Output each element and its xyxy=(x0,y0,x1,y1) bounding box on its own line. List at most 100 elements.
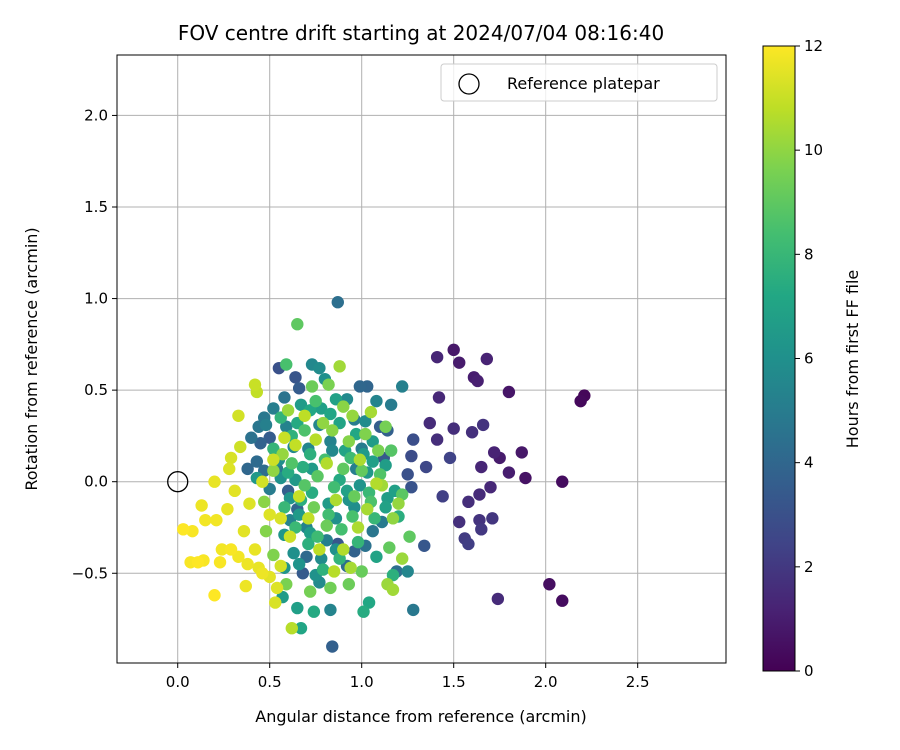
reference-marker-layer xyxy=(167,471,189,493)
data-point xyxy=(337,543,350,556)
data-point xyxy=(392,497,405,510)
data-point xyxy=(316,416,330,430)
data-point xyxy=(471,374,484,388)
legend-box xyxy=(440,63,718,102)
data-point xyxy=(423,416,436,430)
data-point xyxy=(543,578,556,591)
data-point xyxy=(362,596,376,609)
data-point xyxy=(309,394,322,408)
data-point xyxy=(502,385,516,399)
data-point xyxy=(384,398,398,411)
data-point xyxy=(298,479,311,492)
data-point xyxy=(370,550,383,563)
data-point xyxy=(475,460,488,474)
data-point xyxy=(383,541,396,554)
data-point xyxy=(256,475,269,488)
data-point xyxy=(368,512,381,525)
data-point xyxy=(305,380,319,393)
data-point xyxy=(289,438,302,452)
data-point xyxy=(353,380,367,393)
data-point xyxy=(292,557,306,571)
data-point xyxy=(342,578,356,591)
data-point xyxy=(484,480,497,494)
colorbar-label: Hours from first FF file xyxy=(843,270,862,449)
data-point xyxy=(353,453,367,466)
data-point xyxy=(465,426,479,439)
data-point xyxy=(186,524,199,538)
data-point xyxy=(311,470,324,483)
y-axis-label: Rotation from reference (arcmin) xyxy=(22,227,41,490)
data-point xyxy=(403,530,416,543)
data-point xyxy=(405,480,418,494)
data-point xyxy=(462,537,475,551)
data-point xyxy=(473,488,486,501)
data-point xyxy=(224,451,238,465)
colorbar-tick-label: 6 xyxy=(804,350,814,368)
data-point xyxy=(291,318,304,331)
data-point xyxy=(280,358,293,371)
data-point xyxy=(337,400,350,413)
data-point xyxy=(294,622,308,635)
x-tick-label: 1.0 xyxy=(350,673,374,691)
data-point xyxy=(361,502,374,516)
data-point xyxy=(289,521,302,534)
data-point xyxy=(327,565,341,578)
data-point xyxy=(224,543,238,556)
tick-labels: 0.0 0.5 1.0 1.5 2.0 2.5 −0.5 0.0 0.5 1.0 1.5 2.0 xyxy=(72,106,650,691)
scatter-points xyxy=(177,296,591,653)
data-point xyxy=(269,596,282,609)
data-point xyxy=(256,567,269,580)
data-point xyxy=(313,361,326,375)
data-point xyxy=(289,371,302,384)
data-point xyxy=(574,394,587,408)
colorbar-tick-label: 12 xyxy=(804,37,823,55)
colorbar: 0 2 4 6 8 10 12 Hours from first FF file xyxy=(762,37,862,680)
data-point xyxy=(241,462,254,476)
data-point xyxy=(259,524,273,538)
data-point xyxy=(386,512,400,525)
data-point xyxy=(327,480,341,494)
data-point xyxy=(502,466,516,479)
data-point xyxy=(401,468,414,481)
legend-reference-marker xyxy=(458,73,480,95)
data-point xyxy=(311,530,324,543)
grid-lines xyxy=(117,55,726,663)
data-point xyxy=(191,556,205,569)
data-point xyxy=(386,583,400,596)
data-point xyxy=(326,424,339,437)
data-point xyxy=(267,453,280,466)
data-point xyxy=(348,490,361,503)
data-point xyxy=(379,459,392,472)
data-point xyxy=(292,490,306,503)
data-point xyxy=(359,415,372,428)
data-point xyxy=(418,539,431,552)
data-point xyxy=(453,515,466,529)
data-point xyxy=(274,559,287,573)
data-point xyxy=(475,523,488,536)
y-tick-label: 0.5 xyxy=(84,381,108,399)
data-point xyxy=(259,418,273,432)
y-tick-label: 1.5 xyxy=(84,198,108,216)
data-point xyxy=(491,592,505,606)
data-point xyxy=(303,585,317,598)
data-point xyxy=(351,521,365,534)
data-point xyxy=(344,561,357,574)
data-point xyxy=(351,535,365,549)
data-point xyxy=(322,508,335,521)
data-point xyxy=(430,433,444,446)
data-point xyxy=(379,501,392,514)
data-point xyxy=(333,360,346,373)
data-point xyxy=(447,343,460,357)
data-point xyxy=(237,524,251,538)
data-point xyxy=(476,418,490,432)
data-point xyxy=(221,502,234,516)
data-point xyxy=(436,490,449,503)
data-point xyxy=(370,394,383,408)
data-point xyxy=(239,579,252,593)
data-point xyxy=(407,433,420,446)
data-point xyxy=(366,455,379,468)
data-point xyxy=(215,543,229,556)
y-tick-label: 1.0 xyxy=(84,290,108,308)
data-point xyxy=(278,501,291,514)
